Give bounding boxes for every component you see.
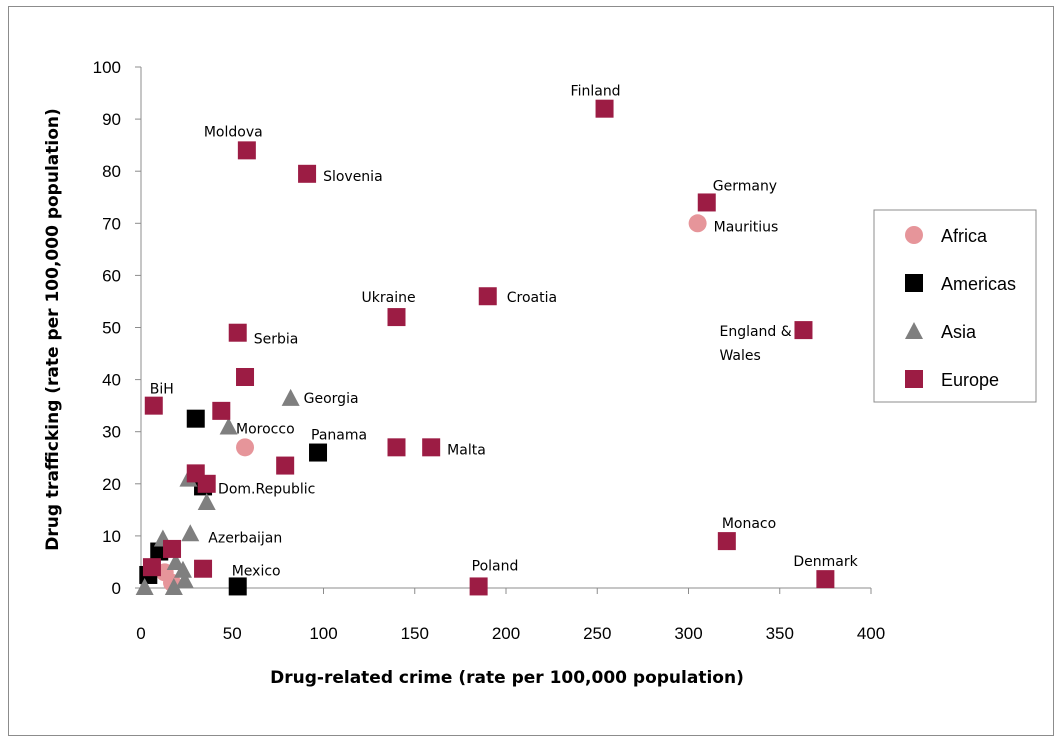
y-tick-label: 30 [102, 423, 121, 442]
point-label: Ukraine [362, 290, 416, 306]
x-tick-label: 0 [136, 624, 145, 643]
legend-europe-label: Europe [941, 370, 999, 390]
europe-point [197, 474, 216, 493]
europe-point [717, 532, 736, 551]
y-tick-label: 40 [102, 371, 121, 390]
europe-point [478, 287, 497, 306]
point-label: Serbia [254, 332, 299, 348]
x-tick-label: 250 [583, 624, 611, 643]
europe-point [469, 577, 488, 596]
point-label: Malta [447, 442, 486, 458]
x-tick-label: 400 [857, 624, 885, 643]
asia-point [181, 524, 200, 542]
legend-africa-label: Africa [941, 226, 988, 246]
y-tick-label: 10 [102, 527, 121, 546]
europe-point [142, 558, 161, 577]
legend-africa-marker [905, 226, 923, 244]
tick-layer: 0 50 100 150 200 250 300 350 400 0 10 20 30 40 50 60 70 8… [93, 58, 886, 643]
x-axis-title: Drug-related crime (rate per 100,000 pop… [270, 668, 744, 688]
y-tick-label: 70 [102, 214, 121, 233]
europe-point [237, 141, 256, 160]
legend-asia-marker [905, 322, 923, 339]
point-label: Germany [713, 178, 777, 194]
asia-point [281, 388, 300, 406]
point-label: Dom.Republic [218, 481, 315, 497]
point-label: Panama [311, 428, 367, 444]
americas-point [309, 443, 328, 462]
legend-europe-marker [905, 370, 923, 388]
africa-point [236, 438, 255, 457]
europe-point [387, 308, 406, 327]
point-label: Mexico [232, 563, 281, 579]
point-label: Morocco [236, 421, 295, 437]
x-tick-label: 300 [674, 624, 702, 643]
y-tick-label: 80 [102, 162, 121, 181]
x-tick-label: 350 [766, 624, 794, 643]
point-label: Wales [719, 348, 760, 364]
europe-point [236, 367, 255, 386]
point-layer [135, 99, 835, 596]
point-label: Azerbaijan [208, 530, 282, 546]
point-label: Poland [472, 558, 519, 574]
europe-point [816, 570, 835, 589]
point-label: BiH [150, 382, 174, 398]
europe-point [163, 539, 182, 558]
y-tick-label: 90 [102, 110, 121, 129]
y-tick-label: 50 [102, 319, 121, 338]
europe-point [387, 438, 406, 457]
asia-point [135, 577, 154, 595]
x-tick-label: 50 [223, 624, 242, 643]
point-label: Mauritius [714, 219, 779, 235]
europe-point [697, 193, 716, 212]
europe-point [298, 164, 317, 183]
y-tick-label: 60 [102, 266, 121, 285]
point-label: Moldova [204, 124, 263, 140]
legend-asia-label: Asia [941, 322, 977, 342]
africa-point [688, 214, 707, 233]
europe-point [212, 401, 231, 420]
europe-point [228, 323, 247, 342]
europe-point [194, 559, 213, 578]
asia-point [164, 577, 183, 595]
europe-point [144, 396, 163, 415]
point-label: Monaco [722, 516, 776, 532]
y-tick-label: 20 [102, 475, 121, 494]
legend-americas-label: Americas [941, 274, 1016, 294]
asia-point [219, 417, 238, 435]
point-label: Croatia [507, 290, 557, 306]
x-tick-label: 150 [401, 624, 429, 643]
y-axis-title: Drug trafficking (rate per 100,000 popul… [43, 108, 63, 551]
point-label: Slovenia [323, 169, 383, 185]
point-label: Georgia [304, 391, 359, 407]
asia-point [173, 560, 192, 578]
europe-point [422, 438, 441, 457]
y-tick-label: 100 [93, 58, 121, 77]
asia-point [197, 493, 216, 511]
legend: Africa Americas Asia Europe [873, 209, 1037, 403]
europe-point [595, 99, 614, 118]
y-tick-label: 0 [112, 579, 121, 598]
x-tick-label: 100 [309, 624, 337, 643]
asia-point [166, 552, 185, 570]
americas-point [186, 409, 205, 428]
point-label: England & [719, 324, 791, 340]
x-tick-label: 200 [492, 624, 520, 643]
americas-point [228, 577, 247, 596]
point-label: Finland [571, 84, 621, 100]
legend-box [873, 209, 1037, 403]
europe-point [794, 321, 813, 340]
europe-point [276, 456, 295, 475]
point-label: Denmark [793, 554, 858, 570]
legend-americas-marker [905, 274, 923, 292]
asia-point [175, 571, 194, 589]
point-label-layer: Mauritius Morocco Panama Dom.Republic Mexico… [150, 84, 859, 580]
